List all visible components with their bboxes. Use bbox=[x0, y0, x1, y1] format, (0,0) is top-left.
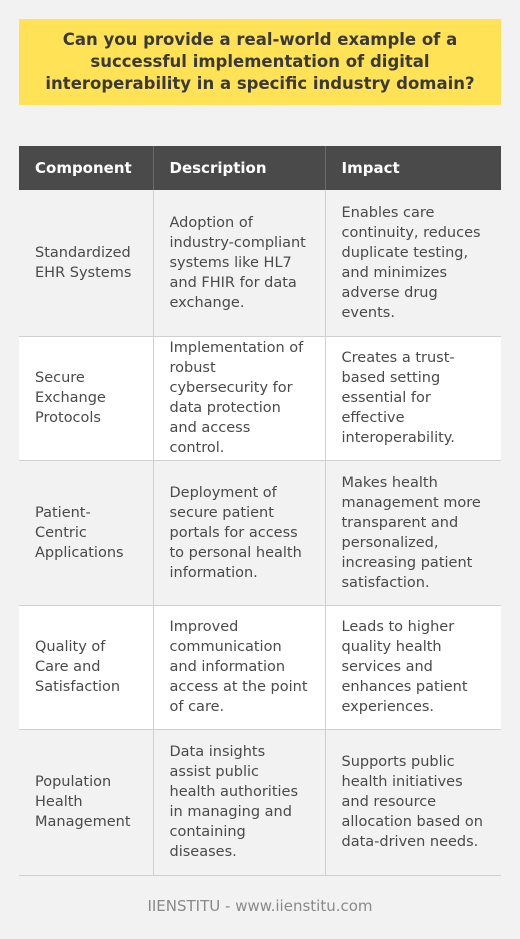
cell-impact: Creates a trust-based setting essential … bbox=[325, 336, 501, 461]
cell-component: Standardized EHR Systems bbox=[19, 190, 154, 337]
cell-component: Secure Exchange Protocols bbox=[19, 336, 154, 461]
cell-component: Population Health Management bbox=[19, 729, 154, 876]
cell-description: Adoption of industry-compliant systems l… bbox=[153, 190, 326, 337]
cell-description: Deployment of secure patient portals for… bbox=[153, 460, 326, 606]
cell-description: Improved communication and information a… bbox=[153, 605, 326, 730]
cell-description: Data insights assist public health autho… bbox=[153, 729, 326, 876]
footer-credit: IIENSTITU - www.iienstitu.com bbox=[147, 897, 373, 915]
header-component: Component bbox=[19, 146, 154, 190]
cell-component: Quality of Care and Satisfaction bbox=[19, 605, 154, 730]
cell-impact: Enables care continuity, reduces duplica… bbox=[325, 190, 501, 337]
cell-component: Patient-Centric Applications bbox=[19, 460, 154, 606]
table-header-row: Component Description Impact bbox=[19, 146, 501, 190]
table-row: Secure Exchange Protocols Implementation… bbox=[19, 336, 501, 461]
cell-impact: Leads to higher quality health services … bbox=[325, 605, 501, 730]
cell-description: Implementation of robust cybersecurity f… bbox=[153, 336, 326, 461]
cell-impact: Supports public health initiatives and r… bbox=[325, 729, 501, 876]
question-banner: Can you provide a real-world example of … bbox=[19, 19, 501, 105]
interoperability-table-container: Component Description Impact Standardize… bbox=[19, 146, 501, 876]
header-description: Description bbox=[153, 146, 326, 190]
table-row: Patient-Centric Applications Deployment … bbox=[19, 460, 501, 606]
header-impact: Impact bbox=[325, 146, 501, 190]
table-row: Quality of Care and Satisfaction Improve… bbox=[19, 605, 501, 730]
interoperability-table: Component Description Impact Standardize… bbox=[19, 146, 501, 876]
table-row: Standardized EHR Systems Adoption of ind… bbox=[19, 190, 501, 337]
table-row: Population Health Management Data insigh… bbox=[19, 729, 501, 876]
question-text: Can you provide a real-world example of … bbox=[45, 30, 475, 93]
cell-impact: Makes health management more transparent… bbox=[325, 460, 501, 606]
